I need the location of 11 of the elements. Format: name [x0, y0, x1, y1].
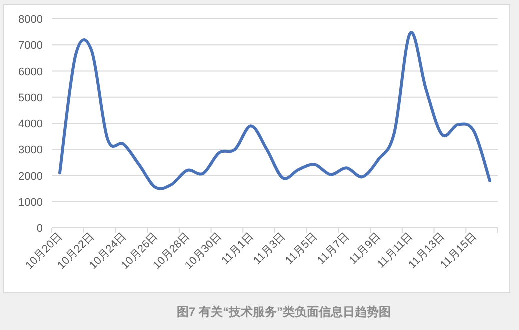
y-tick-label: 6000: [18, 66, 43, 78]
y-tick-label: 2000: [18, 170, 43, 183]
y-tick-label: 3000: [18, 144, 43, 157]
y-tick-label: 8000: [18, 14, 43, 26]
y-tick-label: 7000: [18, 40, 43, 52]
y-tick-label: 4000: [18, 118, 43, 130]
y-tick-label: 0: [36, 223, 43, 235]
line-series: [58, 32, 492, 190]
caption: 图7 有关“技术服务”类负面信息日趋势图: [176, 305, 392, 319]
y-tick-label: 1000: [18, 196, 43, 209]
y-tick-label: 5000: [18, 92, 43, 104]
